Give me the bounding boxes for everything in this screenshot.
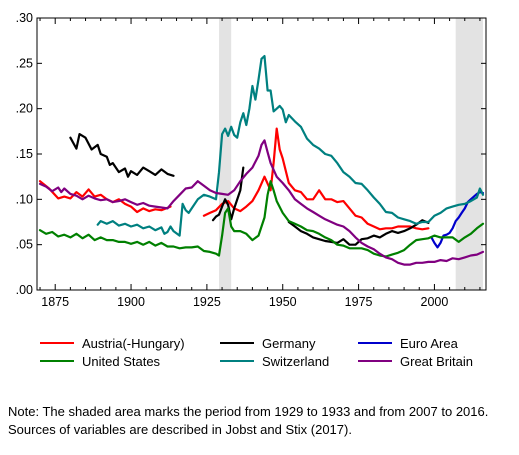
legend-label: Germany xyxy=(262,335,316,351)
series-line-great-britain xyxy=(38,139,485,266)
legend-label: Switzerland xyxy=(262,353,330,369)
legend-item-austria: Austria(-Hungary) xyxy=(40,334,185,352)
y-tick-label: .05 xyxy=(16,238,33,252)
legend-swatch xyxy=(40,342,74,344)
legend-swatch xyxy=(40,360,74,362)
series-line-germany xyxy=(69,133,430,246)
line-chart: .00 .05 .10 .15 .20 .25 .30 1875 1900 1925 1950 197… xyxy=(16,11,487,309)
x-tick-label: 1900 xyxy=(117,295,145,309)
shaded-period xyxy=(219,18,232,290)
legend-label: Austria(-Hungary) xyxy=(82,335,185,351)
y-tick-label: .00 xyxy=(16,283,33,297)
legend-swatch xyxy=(220,360,254,362)
legend-swatch xyxy=(220,342,254,344)
x-tick-label: 1925 xyxy=(193,295,221,309)
x-tick-label: 1975 xyxy=(345,295,373,309)
figure-note: Note: The shaded area marks the period f… xyxy=(8,404,489,437)
x-tick-label: 1875 xyxy=(41,295,69,309)
legend-label: United States xyxy=(82,353,161,369)
series-lines xyxy=(38,55,485,266)
y-tick-label: .15 xyxy=(16,147,33,161)
series-line-austria-hungary xyxy=(38,127,430,231)
legend-item-euro-area: Euro Area xyxy=(358,334,458,352)
y-tick-label: .30 xyxy=(16,11,33,25)
y-tick-label: .10 xyxy=(16,192,33,206)
legend-item-united-states: United States xyxy=(40,352,160,370)
legend-item-germany: Germany xyxy=(220,334,315,352)
x-tick-label: 1950 xyxy=(269,295,297,309)
y-tick-label: .20 xyxy=(16,102,33,116)
x-tick-label: 2000 xyxy=(421,295,449,309)
legend-swatch xyxy=(358,360,392,362)
legend-swatch xyxy=(358,342,392,344)
shaded-periods xyxy=(219,18,483,290)
legend-item-switzerland: Switzerland xyxy=(220,352,329,370)
series-line-euro-area xyxy=(430,191,485,249)
y-tick-label: .25 xyxy=(16,56,33,70)
legend-label: Great Britain xyxy=(400,353,473,369)
axes: .00 .05 .10 .15 .20 .25 .30 1875 1900 1925 1950 197… xyxy=(16,11,487,309)
series-line-united-states xyxy=(38,180,485,258)
legend-item-great-britain: Great Britain xyxy=(358,352,473,370)
series-line-switzerland xyxy=(96,55,485,237)
shaded-period xyxy=(455,18,483,290)
legend-label: Euro Area xyxy=(400,335,458,351)
